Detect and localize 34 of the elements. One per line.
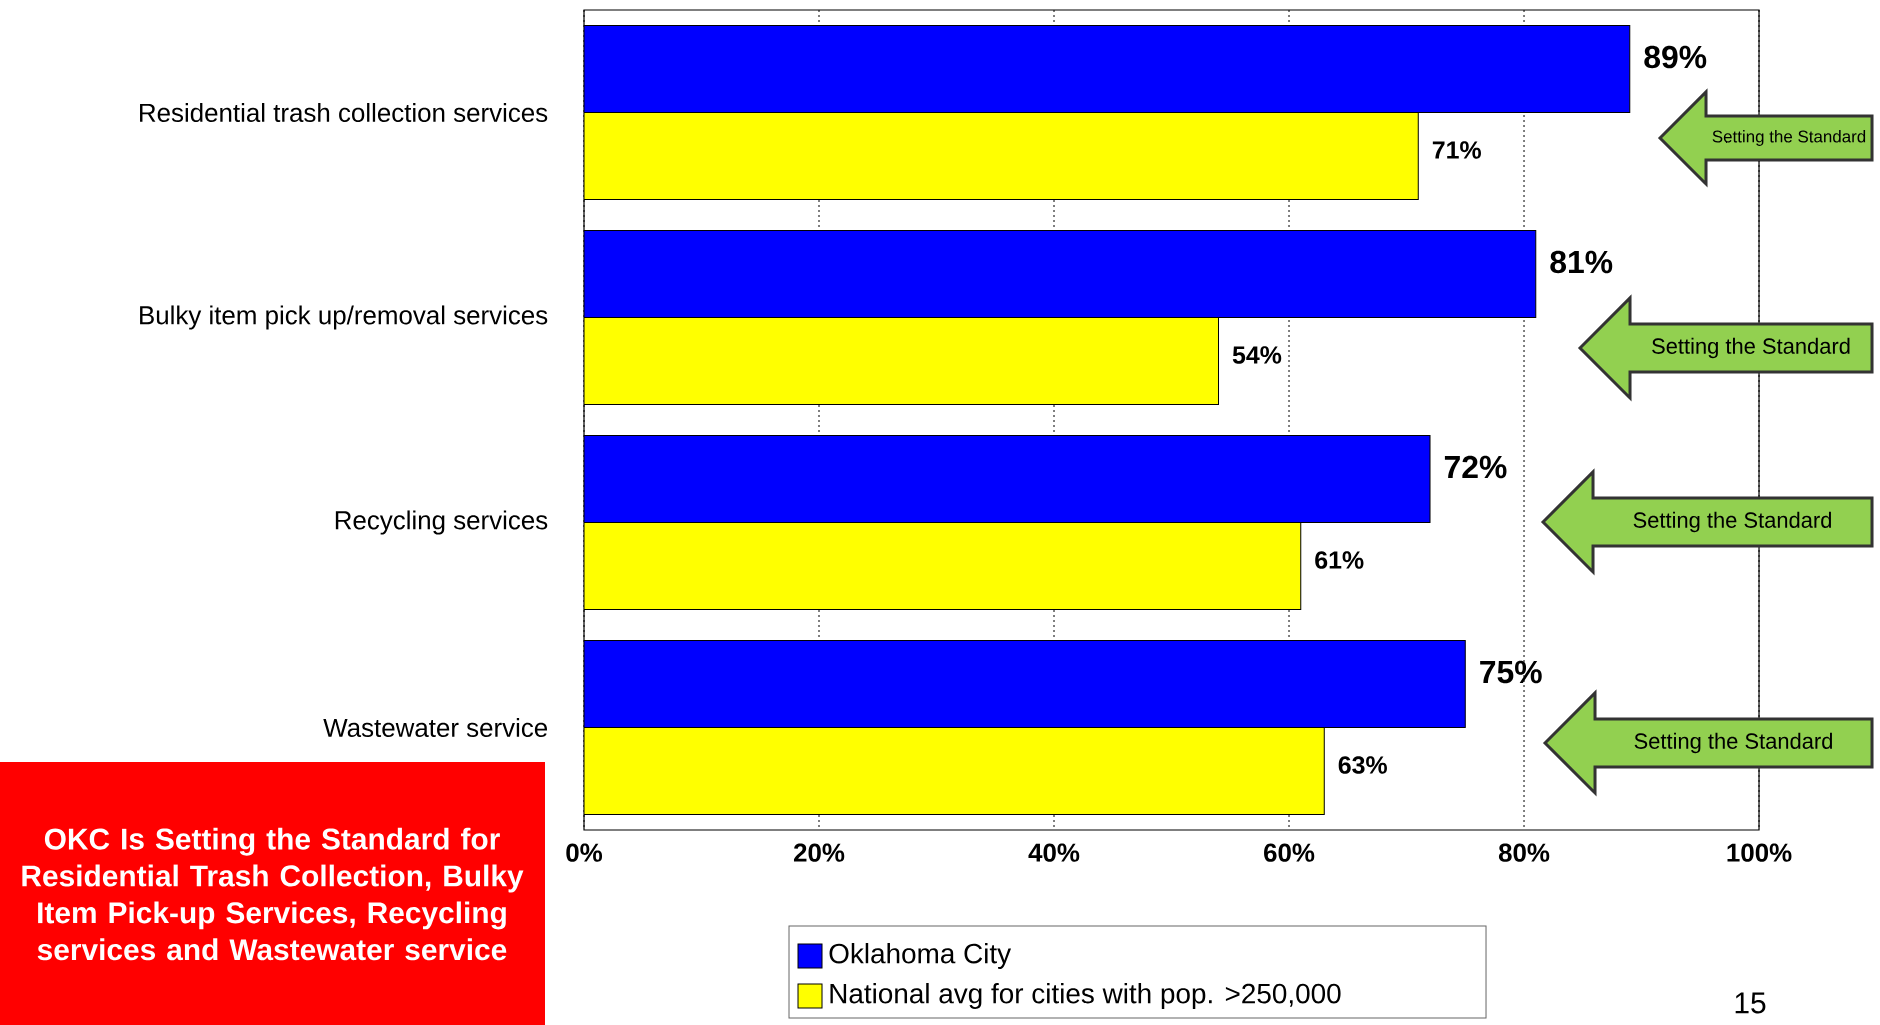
bar: [584, 24, 1631, 113]
y-tick-label: Residential trash collection services: [140, 102, 548, 122]
bar: [584, 435, 1431, 524]
annotation: Setting the Standard: [1634, 732, 1832, 754]
bar: [584, 727, 1325, 816]
legend-label: National avg for cities with pop. >250,000: [830, 983, 1341, 1009]
data-label: 54%: [1232, 346, 1282, 364]
data-label: 63%: [1338, 756, 1387, 774]
bar: [584, 112, 1419, 200]
x-tick-label: 20%: [793, 843, 845, 862]
data-label: 71%: [1432, 141, 1481, 159]
x-tick-label: 60%: [1264, 843, 1315, 862]
data-label: 81%: [1550, 250, 1613, 274]
annotation: Setting the Standard: [1652, 337, 1850, 359]
text: OKC Is Setting the Standard for Residential Trash Collection, Bulky Item Pick-up Services, Recycling services and Wastewater service: [22, 827, 524, 961]
data-label: 72%: [1444, 455, 1507, 479]
bar: [584, 522, 1302, 611]
annotation: Setting the Standard: [1712, 130, 1866, 146]
bar: [584, 230, 1537, 318]
x-tick-label: 40%: [1028, 843, 1080, 862]
legend-label: Oklahoma City: [829, 943, 1012, 969]
y-tick-label: Bulky item pick up/removal services: [140, 305, 548, 330]
text: 15: [1735, 992, 1766, 1014]
y-tick-label: Recycling services: [335, 510, 548, 535]
bar: [584, 317, 1220, 405]
x-tick-label: 0%: [566, 843, 603, 862]
bar: [584, 640, 1466, 729]
data-label: 61%: [1315, 551, 1364, 569]
data-label: 89%: [1644, 45, 1707, 69]
x-tick-label: 80%: [1498, 843, 1550, 862]
y-tick-label: Wastewater service: [323, 718, 548, 738]
data-label: 75%: [1480, 660, 1542, 684]
annotation: Setting the Standard: [1633, 511, 1831, 533]
x-tick-label: 100%: [1727, 843, 1792, 862]
